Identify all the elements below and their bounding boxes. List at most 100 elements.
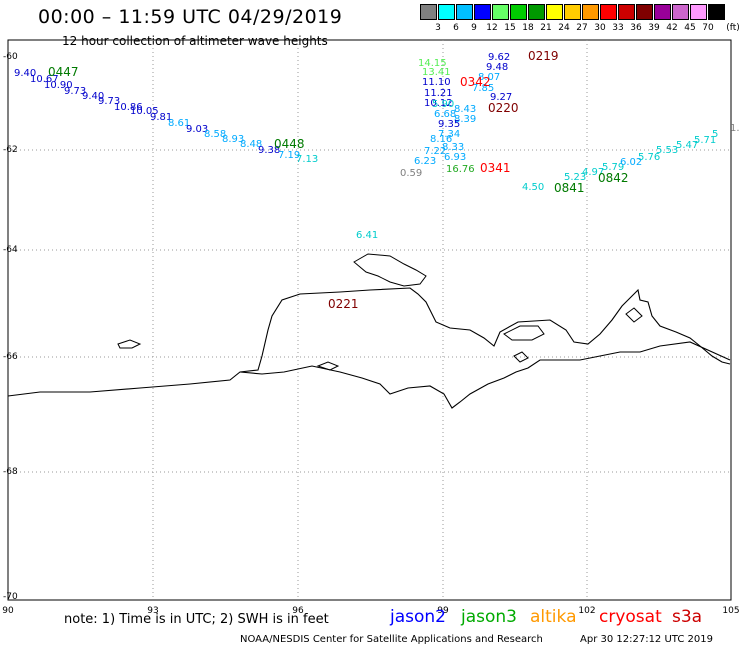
wave-height-label: 9.73 <box>64 86 86 97</box>
wave-height-label: 5.76 <box>638 152 660 163</box>
wave-height-label: 9.81 <box>150 112 172 123</box>
wave-height-label: 8.07 <box>478 72 500 83</box>
wave-height-label: 1.22 <box>730 123 740 134</box>
legend-label: 18 <box>522 23 534 33</box>
legend-swatch <box>510 4 527 20</box>
legend-label: 6 <box>453 23 459 33</box>
wave-height-label: 6.23 <box>414 156 436 167</box>
coastline-shelf <box>239 341 731 409</box>
legend-swatch <box>492 4 509 20</box>
wave-height-label: 10.67 <box>30 74 59 85</box>
legend-label: 21 <box>540 23 552 33</box>
legend-label: 9 <box>471 23 477 33</box>
lon-tick-label: 102 <box>578 606 595 616</box>
wave-height-label: 10.05 <box>130 106 159 117</box>
legend-label: 30 <box>594 23 606 33</box>
lat-tick-label: -60 <box>3 52 18 62</box>
wave-height-label: 5.23 <box>564 172 586 183</box>
lat-tick-label: -62 <box>3 145 18 155</box>
wave-height-label: 10.90 <box>44 80 73 91</box>
legend-swatch <box>672 4 689 20</box>
wave-height-label: 6.41 <box>356 230 378 241</box>
map-frame <box>7 39 732 601</box>
wave-height-label: 10.86 <box>114 102 143 113</box>
wave-height-label: 4.97 <box>582 167 604 178</box>
coastline-main <box>7 287 731 397</box>
legend-label: 27 <box>576 23 588 33</box>
wave-height-label: 7.19 <box>278 150 300 161</box>
wave-height-label: 9.35 <box>438 119 460 130</box>
iceberg-2 <box>503 325 545 341</box>
wave-height-label: 10.12 <box>424 98 453 109</box>
wave-height-label: 6.93 <box>444 152 466 163</box>
legend-label: 42 <box>666 23 678 33</box>
wave-height-label: 9.38 <box>258 145 280 156</box>
legend-swatch <box>618 4 635 20</box>
legend-label: 39 <box>648 23 660 33</box>
graticule <box>8 40 731 600</box>
iceberg-6 <box>513 351 529 363</box>
wave-height-label: 9.62 <box>488 52 510 63</box>
pass-time-label: 0842 <box>598 171 629 185</box>
legend-swatch <box>654 4 671 20</box>
footer-note: note: 1) Time is in UTC; 2) SWH is in fe… <box>64 612 329 627</box>
map-subtitle: 12 hour collection of altimeter wave hei… <box>62 34 328 48</box>
wave-height-label: 8.48 <box>240 139 262 150</box>
legend-label: 24 <box>558 23 570 33</box>
legend-label: 45 <box>684 23 696 33</box>
lat-tick-label: -64 <box>3 245 18 255</box>
wave-height-label: 14.15 <box>418 58 447 69</box>
wave-height-label: 5.90 <box>432 99 454 110</box>
wave-height-label: 13.41 <box>422 67 451 78</box>
legend-label: 33 <box>612 23 624 33</box>
legend-label: 70 <box>702 23 714 33</box>
lat-tick-label: -70 <box>3 592 18 602</box>
wave-height-label: 8.61 <box>168 118 190 129</box>
lon-tick-label: 105 <box>722 606 739 616</box>
pass-time-label: 0341 <box>480 161 511 175</box>
lon-tick-label: 96 <box>292 606 304 616</box>
wave-height-label: 9.03 <box>186 124 208 135</box>
pass-time-labels: 0447 0448 0219 0342 0220 0341 0841 0842 0221 <box>48 49 629 311</box>
wave-height-label: 9.48 <box>486 62 508 73</box>
pass-time-label: 0447 <box>48 65 79 79</box>
lon-tick-label: 99 <box>437 606 449 616</box>
pass-time-label: 0841 <box>554 181 585 195</box>
legend-swatch <box>438 4 455 20</box>
pass-time-label: 0219 <box>528 49 559 63</box>
wave-height-label: 7.34 <box>438 129 460 140</box>
wave-height-label: 9.27 <box>490 92 512 103</box>
wave-height-label: 9.73 <box>98 96 120 107</box>
wave-height-label: 8.39 <box>454 114 476 125</box>
lat-tick-label: -68 <box>3 467 18 477</box>
wave-height-label: 8.93 <box>222 134 244 145</box>
satellite-s3a: s3a <box>672 607 703 627</box>
wave-height-label: 5 <box>712 129 718 140</box>
lat-tick-label: -66 <box>3 352 18 362</box>
legend-swatch <box>582 4 599 20</box>
legend-swatch <box>690 4 707 20</box>
satellite-cryosat: cryosat <box>599 607 662 627</box>
pass-time-label: 0342 <box>460 75 491 89</box>
axis-labels: 90 93 96 99 102 105 -60 -62 -64 -66 -68 -70 <box>2 52 739 616</box>
wave-height-label: 4.50 <box>522 182 544 193</box>
iceberg-4 <box>316 361 340 371</box>
wave-height-label: 7.13 <box>296 154 318 165</box>
legend-swatch <box>600 4 617 20</box>
wave-height-label: 5.53 <box>656 145 678 156</box>
wave-height-label: 16.76 <box>446 164 475 175</box>
wave-height-label: 11.10 <box>422 77 451 88</box>
legend-unit: (ft) <box>726 23 740 33</box>
legend-swatch <box>708 4 725 20</box>
wave-height-label: 6.68 <box>434 109 456 120</box>
wave-height-label: 9.40 <box>14 68 36 79</box>
legend-label: 3 <box>435 23 441 33</box>
wave-height-label: 8.58 <box>204 129 226 140</box>
wave-height-label: 9.40 <box>82 91 104 102</box>
wave-height-label: 7.22 <box>424 146 446 157</box>
wave-height-label: 8.33 <box>442 142 464 153</box>
satellite-jason3: jason3 <box>461 607 517 627</box>
satellite-altika: altika <box>530 607 577 627</box>
legend-label: 12 <box>486 23 498 33</box>
